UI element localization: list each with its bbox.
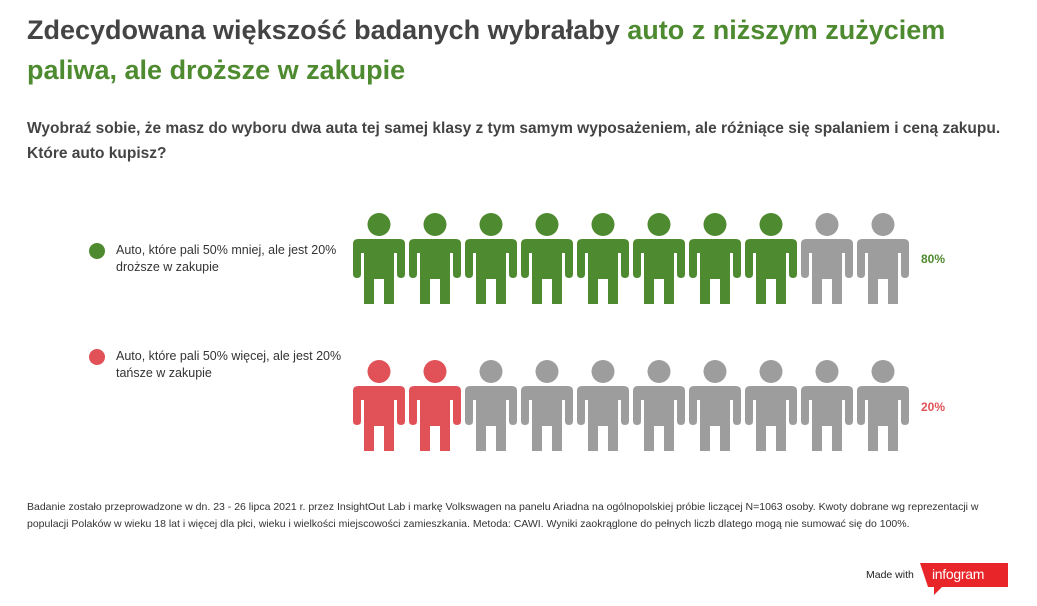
pictogram-row-1 bbox=[353, 213, 909, 304]
logo-shape-point bbox=[934, 587, 942, 595]
value-label-1: 80% bbox=[921, 252, 946, 266]
footnote: Badanie zostało przeprowadzone w dn. 23 … bbox=[27, 501, 979, 530]
person-icon-filled bbox=[353, 213, 405, 304]
person-icon-empty bbox=[801, 360, 853, 451]
made-with-label: Made with bbox=[866, 569, 914, 581]
chart-title: Zdecydowana większość badanych wybrałaby… bbox=[27, 10, 1012, 90]
person-icon-filled bbox=[745, 213, 797, 304]
person-icon-empty bbox=[857, 360, 909, 451]
person-icon-filled bbox=[409, 213, 461, 304]
legend-label-1: Auto, które pali 50% mniej, ale jest 20%… bbox=[116, 243, 337, 274]
person-icon-empty bbox=[689, 360, 741, 451]
value-label-2: 20% bbox=[921, 400, 946, 414]
person-icon-empty bbox=[857, 213, 909, 304]
legend-label-2: Auto, które pali 50% więcej, ale jest 20… bbox=[116, 349, 342, 380]
person-icon-empty bbox=[521, 360, 573, 451]
person-icon-filled bbox=[409, 360, 461, 451]
legend-dot-red bbox=[89, 349, 105, 365]
person-icon-empty bbox=[801, 213, 853, 304]
person-icon-empty bbox=[745, 360, 797, 451]
logo-shape-tail bbox=[920, 563, 928, 587]
person-icon-filled bbox=[465, 213, 517, 304]
pictogram-row-2 bbox=[353, 360, 909, 451]
person-icon-filled bbox=[521, 213, 573, 304]
person-icon-filled bbox=[633, 213, 685, 304]
logo-text: infogram bbox=[932, 566, 985, 582]
title-part-2-highlight: auto z niższym zużyciem paliwa, ale droż… bbox=[27, 15, 946, 85]
person-icon-filled bbox=[353, 360, 405, 451]
person-icon-empty bbox=[577, 360, 629, 451]
title-part-1: Zdecydowana większość badanych wybrałaby bbox=[27, 15, 628, 45]
person-icon-filled bbox=[577, 213, 629, 304]
logo-badge bbox=[928, 563, 1008, 587]
legend-item-2: Auto, które pali 50% więcej, ale jest 20… bbox=[89, 348, 349, 382]
legend-dot-green bbox=[89, 243, 105, 259]
person-icon-empty bbox=[633, 360, 685, 451]
person-icon-empty bbox=[465, 360, 517, 451]
legend-item-1: Auto, które pali 50% mniej, ale jest 20%… bbox=[89, 242, 349, 276]
infogram-logo[interactable]: infogram bbox=[920, 563, 1008, 596]
person-icon-filled bbox=[689, 213, 741, 304]
survey-question: Wyobraź sobie, że masz do wyboru dwa aut… bbox=[27, 120, 1001, 162]
